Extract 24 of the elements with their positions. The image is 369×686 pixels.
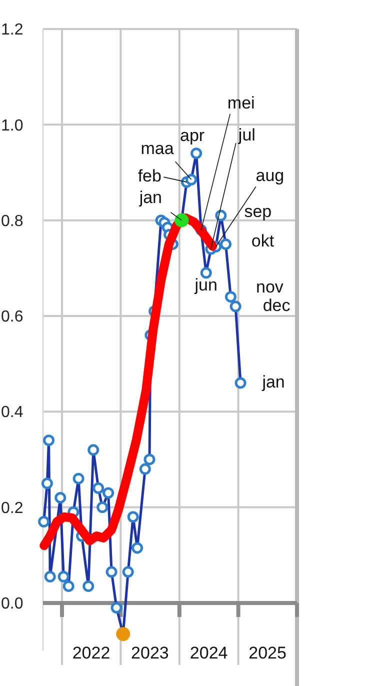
y-tick-label: 0.6: [1, 308, 24, 326]
annotation: jan: [261, 372, 285, 392]
annotation: jul: [237, 126, 256, 145]
y-tick-label: 0.4: [1, 404, 24, 422]
annotation: dec: [262, 296, 291, 315]
y-tick-label: 0.8: [1, 212, 24, 230]
annotation: jun: [194, 275, 218, 294]
x-tick-label: 2024: [190, 643, 228, 662]
annotation: sep: [244, 202, 272, 222]
annotation: apr: [180, 126, 205, 145]
y-tick-label: 1.2: [1, 22, 24, 39]
annotation: jan: [138, 188, 162, 207]
y-tick-label: 0.0: [1, 596, 24, 613]
x-tick-label: 2022: [72, 643, 110, 662]
y-tick-label: 0.2: [1, 500, 24, 517]
annotation: maa: [140, 139, 174, 158]
x-tick-label: 2023: [131, 643, 169, 662]
annotation: nov: [256, 277, 284, 296]
y-tick-label: 1.0: [1, 117, 24, 134]
annotation: mei: [227, 93, 255, 112]
x-tick-label: 2025: [248, 643, 286, 662]
annotation: okt: [251, 232, 274, 251]
annotation: aug: [256, 166, 284, 186]
annotation: feb: [138, 166, 162, 186]
